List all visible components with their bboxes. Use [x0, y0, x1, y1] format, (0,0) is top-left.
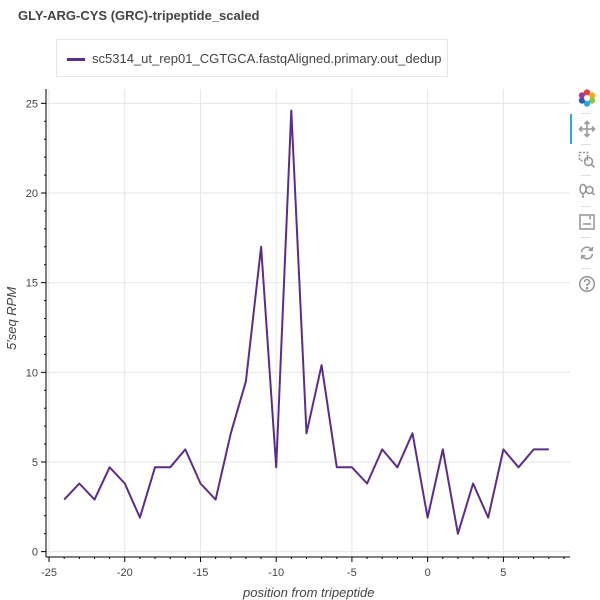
help-icon[interactable]: [576, 273, 598, 295]
x-tick-label: -15: [193, 567, 209, 579]
legend-label: sc5314_ut_rep01_CGTGCA.fastqAligned.prim…: [92, 51, 442, 66]
x-tick-label: 0: [425, 567, 431, 579]
toolbar: [570, 86, 600, 296]
x-tick-label: -25: [41, 567, 57, 579]
y-tick-label: 0: [32, 547, 38, 559]
x-tick-label: -5: [347, 567, 357, 579]
active-tool-indicator: [570, 114, 572, 144]
y-tick-label: 25: [26, 98, 38, 110]
series-line-0: [63, 109, 549, 535]
chart-title: GLY-ARG-CYS (GRC)-tripeptide_scaled: [18, 8, 260, 23]
wheel-zoom-icon[interactable]: [576, 180, 598, 202]
x-tick-label: -20: [117, 567, 133, 579]
y-tick-label: 10: [26, 367, 38, 379]
grid-layer: [46, 89, 570, 557]
x-axis-label: position from tripeptide: [243, 585, 375, 600]
save-icon[interactable]: [576, 211, 598, 233]
legend-swatch: [67, 58, 85, 61]
axes-layer: -25 -20 -15 -10 -5 0 5 0 5 10 15 20 25: [26, 89, 570, 579]
box-zoom-icon[interactable]: [576, 149, 598, 171]
y-tick-label: 20: [26, 188, 38, 200]
y-tick-label: 5: [32, 457, 38, 469]
bokeh-logo-icon[interactable]: [576, 87, 598, 109]
y-tick-label: 15: [26, 278, 38, 290]
x-tick-label: 5: [500, 567, 506, 579]
legend: sc5314_ut_rep01_CGTGCA.fastqAligned.prim…: [56, 39, 448, 77]
x-tick-label: -10: [268, 567, 284, 579]
y-axis-label: 5'seq RPM: [4, 286, 19, 350]
series-layer: [63, 109, 549, 535]
reset-icon[interactable]: [576, 242, 598, 264]
pan-icon[interactable]: [576, 118, 598, 140]
